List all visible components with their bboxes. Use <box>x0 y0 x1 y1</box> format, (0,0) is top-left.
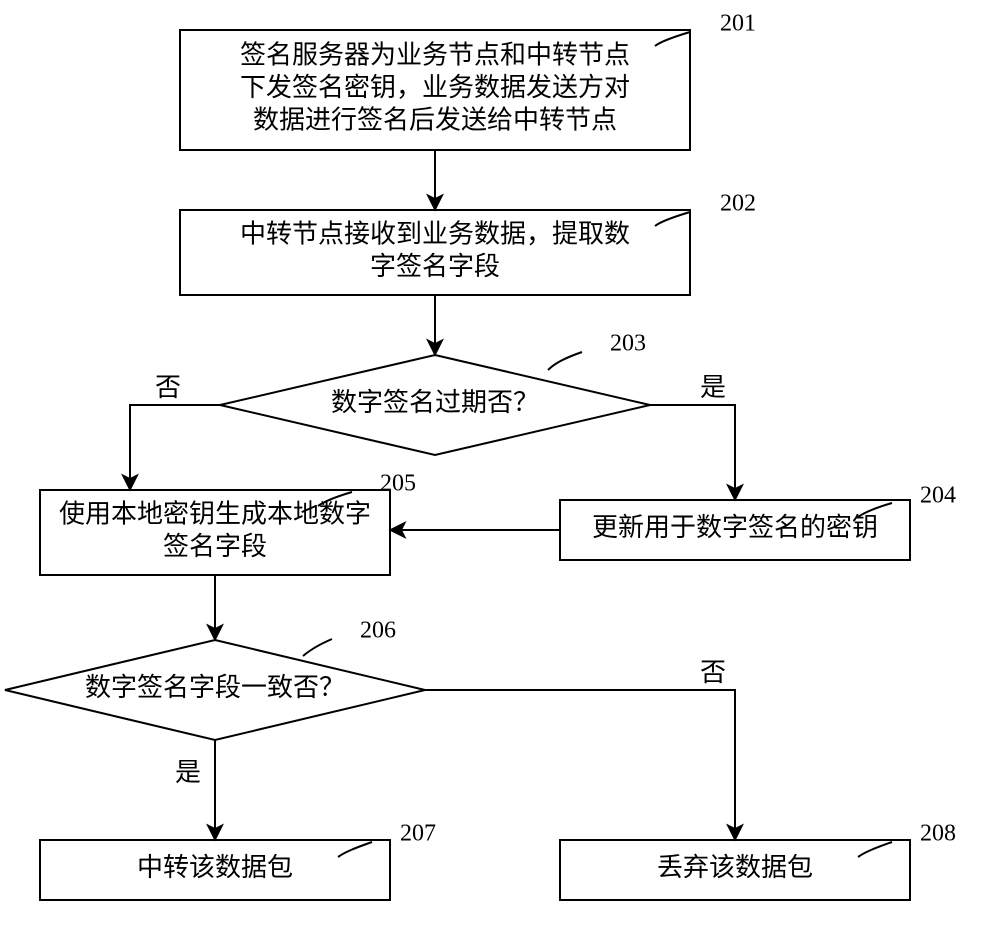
node-n208: 丢弃该数据包 <box>560 840 910 900</box>
svg-text:数字签名字段一致否？: 数字签名字段一致否？ <box>85 673 345 702</box>
edge-label-e6_yes: 是 <box>175 758 201 787</box>
ref-leader-5 <box>303 639 332 656</box>
edge-e3_yes <box>650 405 735 500</box>
ref-n202: 202 <box>720 191 756 217</box>
node-n206: 数字签名字段一致否？ <box>5 640 425 740</box>
svg-text:签名服务器为业务节点和中转节点下发签名密钥，业务数据发送方对: 签名服务器为业务节点和中转节点下发签名密钥，业务数据发送方对数据进行签名后发送给… <box>240 40 630 134</box>
edge-e6_no <box>425 690 735 840</box>
ref-n205: 205 <box>380 471 416 497</box>
node-n202: 中转节点接收到业务数据，提取数字签名字段 <box>180 210 690 295</box>
node-n201: 签名服务器为业务节点和中转节点下发签名密钥，业务数据发送方对数据进行签名后发送给… <box>180 30 690 150</box>
ref-n206: 206 <box>360 618 396 644</box>
svg-text:更新用于数字签名的密钥: 更新用于数字签名的密钥 <box>592 513 878 542</box>
ref-n204: 204 <box>920 483 956 509</box>
edge-label-e6_no: 否 <box>700 658 726 687</box>
edge-e3_no <box>130 405 220 490</box>
edge-label-e3_no: 否 <box>155 373 181 402</box>
node-n205: 使用本地密钥生成本地数字签名字段 <box>40 490 390 575</box>
edge-label-e3_yes: 是 <box>700 373 726 402</box>
flowchart-canvas: 签名服务器为业务节点和中转节点下发签名密钥，业务数据发送方对数据进行签名后发送给… <box>0 0 1000 948</box>
ref-n207: 207 <box>400 821 436 847</box>
svg-text:丢弃该数据包: 丢弃该数据包 <box>657 853 813 882</box>
svg-text:中转该数据包: 中转该数据包 <box>137 853 293 882</box>
node-n203: 数字签名过期否？ <box>220 355 650 455</box>
ref-leader-2 <box>548 352 582 370</box>
node-n204: 更新用于数字签名的密钥 <box>560 500 910 560</box>
ref-n201: 201 <box>720 11 756 37</box>
ref-n203: 203 <box>610 331 646 357</box>
ref-n208: 208 <box>920 821 956 847</box>
node-n207: 中转该数据包 <box>40 840 390 900</box>
svg-text:数字签名过期否？: 数字签名过期否？ <box>331 388 539 417</box>
